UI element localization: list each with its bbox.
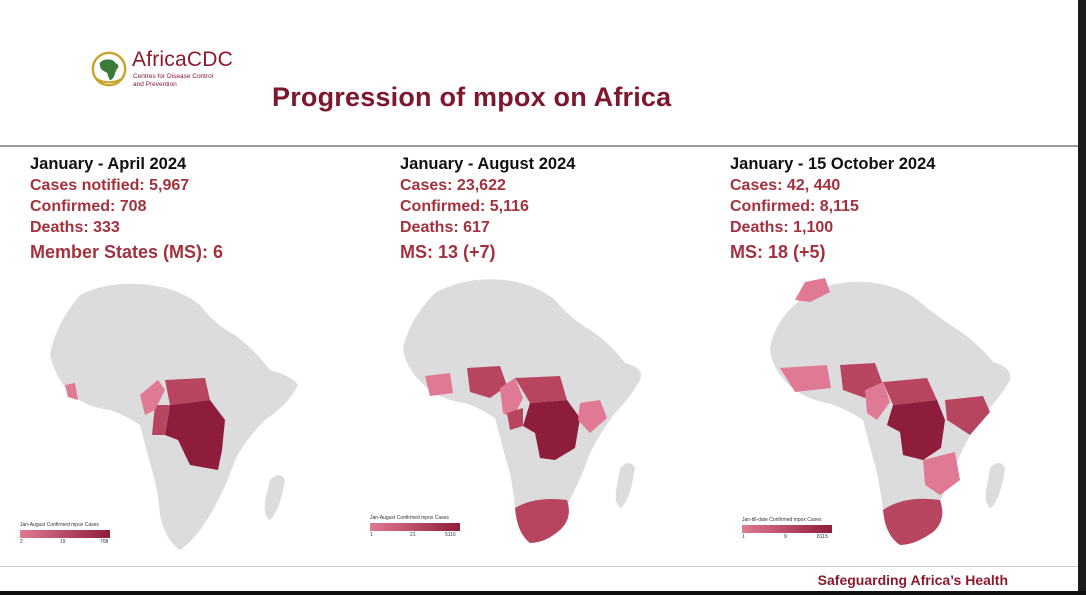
legend-tick-max: 708 [100,539,109,545]
africa-map-jan-april [50,283,298,550]
madagascar [264,475,285,520]
stat-confirmed: Confirmed: 708 [30,198,147,215]
zambia-region [923,452,960,495]
logo-subtitle-line2: and Prevention [133,81,177,88]
legend-tick-min: 1 [742,534,745,540]
east-africa-region [945,396,990,435]
legend-colorbar [370,523,460,531]
panel-period: January - 15 October 2024 [730,155,936,173]
africa-cdc-logo: AfricaCDC Centres for Disease Control an… [90,48,250,92]
drc-region [165,400,225,470]
legend-jan-august: Jan-August Confirmed mpox Cases 1 21 511… [370,515,480,538]
legend-colorbar [20,530,110,538]
legend-tick-mid: 21 [410,532,416,538]
legend-title: Jan-August Confirmed mpox Cases [20,522,99,528]
panel-period: January - August 2024 [400,155,576,173]
drc-region [523,400,580,460]
stat-confirmed: Confirmed: 5,116 [400,198,529,215]
stat-deaths: Deaths: 1,100 [730,219,834,236]
west-coast-region [65,383,78,400]
stat-member-states: Member States (MS): 6 [30,242,224,262]
congo-region [507,408,523,430]
legend-title: Jan-August Confirmed mpox Cases [370,515,449,521]
car-region [165,378,210,405]
congo-region [152,405,170,435]
stat-member-states: MS: 18 (+5) [730,242,826,262]
stat-confirmed: Confirmed: 8,115 [730,198,859,215]
stat-cases: Cases: 23,622 [400,177,506,194]
legend-tick-mid: 9 [784,534,787,540]
legend-colorbar [742,525,832,533]
header [0,0,1086,145]
logo-subtitle-line1: Centres for Disease Control [133,73,214,80]
africa-map-jan-october [770,278,1011,545]
ivory-coast-region [425,373,453,396]
legend-ticks: 1 9 8115 [742,533,832,540]
legend-ticks: 1 21 5116 [370,531,460,538]
legend-tick-min: 1 [370,532,373,538]
africa-cdc-emblem-icon [91,51,127,87]
nigeria-region [467,366,507,398]
car-region [883,378,937,405]
panel-jan-october: January - 15 October 2024 Cases: 42, 440… [730,154,935,266]
stat-cases: Cases: 42, 440 [730,177,841,194]
madagascar [615,463,635,508]
slide-title: Progression of mpox on Africa [272,82,672,112]
west-africa-region [780,365,831,392]
drc-region [887,400,945,460]
footer-tagline: Safeguarding Africa’s Health [817,572,1008,588]
window-edge [1078,0,1086,595]
africa-map-jan-august [403,279,641,543]
stat-deaths: Deaths: 617 [400,219,490,236]
legend-tick-max: 5116 [445,532,456,538]
legend-jan-october: Jan-till-date Confirmed mpox Cases 1 9 8… [742,517,852,540]
panel-jan-august: January - August 2024 Cases: 23,622 Conf… [400,154,575,266]
stat-deaths: Deaths: 333 [30,219,120,236]
legend-title: Jan-till-date Confirmed mpox Cases [742,517,822,523]
legend-jan-april: Jan-August Confirmed mpox Cases 2 19 708 [20,522,130,545]
legend-tick-min: 2 [20,539,23,545]
legend-tick-max: 8115 [817,534,828,540]
footer-divider [0,566,1086,567]
south-africa-region [883,498,943,545]
madagascar [985,463,1005,508]
window-bottom-edge [0,591,1086,595]
morocco-region [795,278,830,302]
logo-name: AfricaCDC [132,48,233,71]
stat-member-states: MS: 13 (+7) [400,242,496,262]
panel-period: January - April 2024 [30,155,187,173]
cameroon-region [500,378,523,418]
legend-tick-mid: 19 [60,539,66,545]
panel-jan-april: January - April 2024 Cases notified: 5,9… [30,154,223,266]
legend-ticks: 2 19 708 [20,538,110,545]
stat-cases: Cases notified: 5,967 [30,177,190,194]
cameroon-region [865,382,890,420]
car-region [515,376,567,403]
cameroon-region [140,380,165,415]
east-africa-region [578,400,607,433]
header-divider [0,145,1086,147]
south-africa-region [515,499,569,543]
